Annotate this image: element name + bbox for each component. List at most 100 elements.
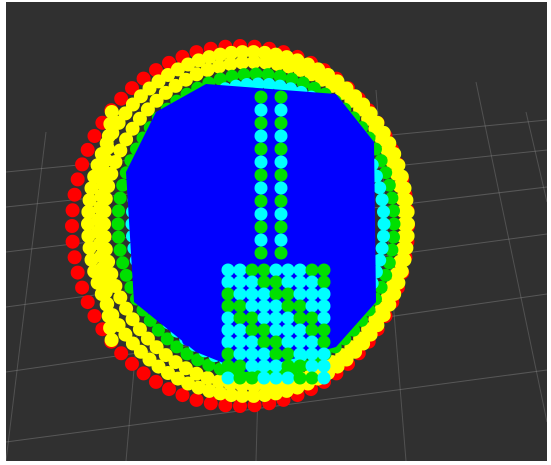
point-front-box bbox=[245, 335, 259, 349]
point-interior bbox=[196, 138, 208, 150]
point-column bbox=[254, 181, 268, 195]
point-front-box bbox=[281, 311, 295, 325]
point-far-rim bbox=[149, 63, 163, 78]
point-rim bbox=[82, 193, 97, 208]
point-interior bbox=[154, 306, 166, 318]
point-interior bbox=[196, 96, 208, 108]
point-rim bbox=[158, 348, 173, 363]
point-front-box bbox=[317, 287, 331, 301]
point-interior bbox=[182, 306, 194, 318]
point-interior bbox=[224, 166, 236, 178]
point-mid-ring bbox=[387, 230, 400, 244]
point-rim bbox=[374, 132, 389, 147]
point-interior bbox=[168, 278, 180, 290]
point-rim bbox=[93, 237, 107, 251]
point-rim bbox=[119, 301, 134, 316]
point-rim bbox=[224, 388, 239, 403]
point-interior bbox=[224, 208, 236, 220]
point-mid-ring bbox=[112, 204, 125, 218]
point-rim bbox=[81, 205, 96, 219]
point-interior bbox=[308, 138, 320, 150]
point-column bbox=[254, 155, 268, 169]
point-interior bbox=[154, 194, 166, 206]
point-column bbox=[274, 90, 288, 104]
point-rim bbox=[392, 254, 407, 269]
point-rim bbox=[95, 261, 110, 275]
point-interior bbox=[182, 292, 194, 304]
point-interior bbox=[238, 166, 250, 178]
point-rim bbox=[191, 380, 206, 395]
point-interior bbox=[322, 152, 334, 164]
point-front-box bbox=[269, 347, 283, 361]
point-front-box bbox=[221, 275, 235, 289]
point-rim bbox=[149, 340, 164, 355]
point-front-box bbox=[305, 275, 319, 289]
point-front-box bbox=[317, 335, 331, 349]
point-front-box bbox=[317, 347, 331, 361]
point-front-box bbox=[293, 335, 307, 349]
point-column bbox=[254, 220, 268, 234]
point-interior bbox=[336, 166, 348, 178]
point-rim bbox=[235, 55, 250, 70]
point-interior bbox=[238, 110, 250, 122]
point-column bbox=[254, 103, 268, 117]
point-front-box bbox=[281, 287, 295, 301]
point-far-rim bbox=[65, 203, 80, 218]
point-interior bbox=[196, 292, 208, 304]
point-front-box bbox=[305, 359, 319, 373]
point-rim bbox=[158, 85, 173, 100]
point-far-rim bbox=[125, 81, 139, 96]
point-mid-ring bbox=[385, 243, 399, 257]
point-far-rim bbox=[67, 187, 82, 202]
point-interior bbox=[308, 180, 320, 192]
point-rim bbox=[200, 371, 215, 386]
point-interior bbox=[294, 180, 306, 192]
point-rim bbox=[200, 62, 215, 77]
point-rim bbox=[304, 67, 319, 82]
point-interior bbox=[182, 334, 194, 346]
point-front-box bbox=[245, 287, 259, 301]
point-far-rim bbox=[114, 91, 129, 106]
point-interior bbox=[322, 208, 334, 220]
point-rim bbox=[246, 45, 261, 60]
point-cloud bbox=[65, 39, 415, 413]
point-rim bbox=[99, 153, 113, 167]
point-interior bbox=[350, 194, 362, 206]
point-rim bbox=[213, 47, 228, 62]
point-inner-ring bbox=[251, 77, 265, 91]
point-mid-ring bbox=[273, 69, 287, 83]
3d-viewport[interactable] bbox=[6, 2, 547, 461]
point-inner-ring bbox=[377, 229, 390, 243]
point-interior bbox=[308, 166, 320, 178]
point-far-rim bbox=[65, 219, 79, 233]
point-rim bbox=[103, 117, 118, 131]
point-interior bbox=[238, 194, 250, 206]
point-column bbox=[274, 233, 288, 247]
point-interior bbox=[336, 222, 348, 234]
point-rim bbox=[168, 78, 183, 93]
point-front-box bbox=[257, 275, 271, 289]
point-rim bbox=[101, 309, 116, 323]
point-interior bbox=[238, 138, 250, 150]
point-far-rim bbox=[149, 374, 163, 389]
point-mid-ring bbox=[249, 67, 263, 81]
point-mid-ring bbox=[202, 358, 216, 372]
point-rim bbox=[93, 201, 108, 215]
point-interior bbox=[168, 194, 180, 206]
point-interior bbox=[168, 264, 180, 276]
point-front-box bbox=[293, 275, 307, 289]
point-interior bbox=[168, 124, 180, 136]
point-front-box bbox=[257, 335, 271, 349]
point-rim bbox=[132, 322, 147, 337]
grid-line bbox=[475, 81, 547, 423]
point-cloud-scene[interactable] bbox=[6, 2, 547, 461]
point-interior bbox=[294, 110, 306, 122]
point-interior bbox=[140, 208, 152, 220]
point-front-box bbox=[245, 347, 259, 361]
point-rim bbox=[140, 331, 155, 346]
point-interior bbox=[210, 250, 222, 262]
point-rim bbox=[270, 57, 285, 71]
point-interior bbox=[308, 110, 320, 122]
point-mid-ring bbox=[112, 230, 125, 244]
point-column bbox=[274, 168, 288, 182]
